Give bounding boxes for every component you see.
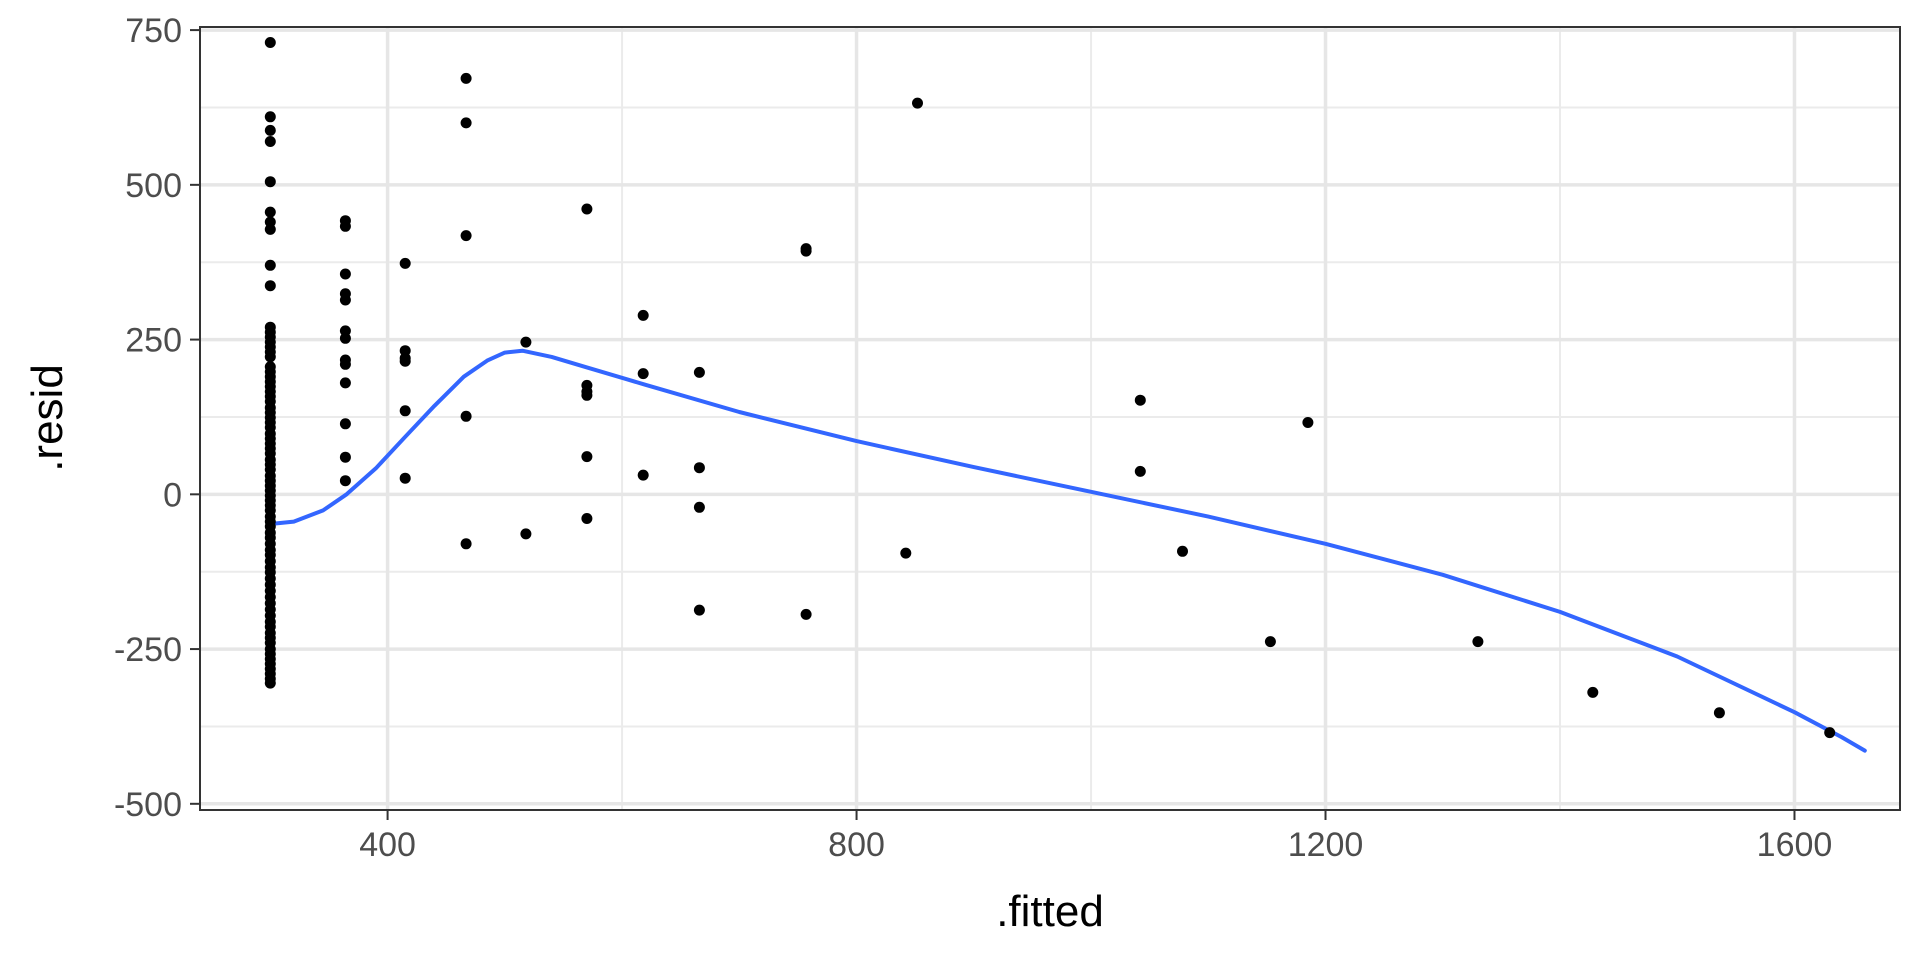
data-point bbox=[339, 294, 351, 306]
data-point bbox=[520, 336, 532, 348]
data-point bbox=[460, 410, 472, 422]
y-tick-label: -500 bbox=[114, 786, 182, 824]
data-point bbox=[581, 389, 593, 401]
y-axis: -500 -250 0 250 500 750 bbox=[114, 12, 200, 824]
data-point bbox=[800, 245, 812, 257]
data-point bbox=[581, 203, 593, 215]
smooth-line bbox=[268, 348, 1867, 753]
data-point bbox=[581, 451, 593, 463]
data-point bbox=[1264, 636, 1276, 648]
data-point bbox=[1713, 707, 1725, 719]
data-point bbox=[693, 501, 705, 513]
x-tick-label: 1600 bbox=[1757, 826, 1833, 864]
plot-panel bbox=[200, 27, 1900, 810]
data-point bbox=[399, 257, 411, 269]
data-point bbox=[1824, 727, 1836, 739]
data-point bbox=[460, 72, 472, 84]
x-axis-title: .fitted bbox=[996, 887, 1104, 936]
data-point bbox=[637, 368, 649, 380]
data-point bbox=[399, 472, 411, 484]
data-point bbox=[1177, 545, 1188, 557]
y-tick-label: 250 bbox=[125, 322, 182, 360]
data-point bbox=[1472, 636, 1484, 648]
y-tick-label: -250 bbox=[114, 631, 182, 669]
data-point bbox=[637, 309, 649, 321]
major-gridlines bbox=[200, 27, 1900, 810]
data-point bbox=[264, 677, 276, 689]
data-point bbox=[339, 451, 351, 463]
data-point bbox=[339, 418, 351, 430]
data-point bbox=[581, 513, 593, 524]
smooth-line-layer bbox=[268, 348, 1867, 753]
data-point bbox=[339, 377, 351, 389]
data-point bbox=[264, 124, 276, 136]
plot-panel-border bbox=[199, 26, 1901, 811]
data-point bbox=[637, 469, 649, 481]
data-point bbox=[460, 538, 472, 550]
data-point bbox=[1302, 417, 1314, 428]
data-point bbox=[264, 223, 276, 235]
data-point bbox=[264, 259, 276, 271]
data-point bbox=[800, 608, 812, 620]
data-point bbox=[264, 206, 276, 218]
data-point bbox=[264, 111, 276, 123]
x-tick-label: 400 bbox=[359, 826, 416, 864]
data-point bbox=[339, 220, 351, 232]
data-point bbox=[460, 117, 472, 129]
data-point bbox=[900, 547, 912, 559]
data-point bbox=[1134, 465, 1146, 477]
x-tick-label: 1200 bbox=[1288, 826, 1364, 864]
data-point bbox=[339, 475, 351, 487]
data-point bbox=[339, 268, 351, 280]
data-point bbox=[339, 358, 351, 370]
data-point bbox=[339, 332, 351, 344]
data-point bbox=[460, 230, 472, 242]
y-tick-label: 0 bbox=[163, 476, 182, 514]
data-point bbox=[1134, 394, 1146, 406]
data-point bbox=[399, 405, 411, 417]
data-point bbox=[912, 97, 923, 109]
x-tick-label: 800 bbox=[828, 826, 885, 864]
data-point bbox=[264, 280, 276, 292]
data-point bbox=[264, 176, 276, 188]
x-axis: 400 800 1200 1600 bbox=[359, 810, 1832, 864]
data-point bbox=[1587, 686, 1599, 698]
data-point bbox=[693, 604, 705, 616]
data-point bbox=[520, 528, 532, 540]
minor-gridlines bbox=[200, 27, 1900, 810]
scatter-points-layer bbox=[264, 37, 1836, 739]
data-point bbox=[399, 355, 411, 367]
data-point bbox=[693, 462, 705, 474]
data-point bbox=[693, 366, 705, 378]
data-point bbox=[264, 37, 276, 48]
y-tick-label: 750 bbox=[125, 12, 182, 50]
y-axis-title: .resid bbox=[23, 364, 72, 472]
y-tick-label: 500 bbox=[125, 167, 182, 205]
data-point bbox=[264, 136, 276, 147]
data-point bbox=[264, 351, 276, 363]
